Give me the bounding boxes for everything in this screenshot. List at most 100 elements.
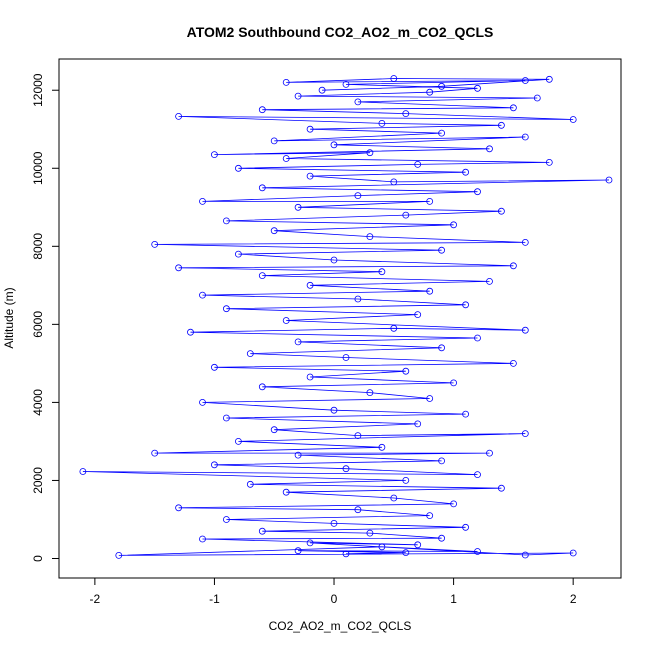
data-point [354, 98, 362, 106]
data-point [545, 158, 553, 166]
data-point [222, 516, 230, 523]
data-point [366, 149, 374, 157]
data-point [521, 326, 529, 334]
data-point [510, 262, 517, 270]
data-point [270, 137, 278, 145]
data-point [151, 240, 159, 248]
data-point [366, 389, 374, 397]
data-point [330, 520, 338, 527]
data-point [414, 160, 422, 168]
data-point [342, 354, 350, 361]
data-point [175, 264, 183, 272]
x-tick-label: 1 [450, 592, 457, 606]
data-point [306, 373, 314, 381]
data-point [199, 398, 206, 406]
data-point [222, 217, 230, 225]
data-point [294, 338, 302, 346]
data-point [605, 176, 613, 184]
data-point [378, 443, 386, 451]
data-point [151, 449, 159, 457]
data-point [306, 172, 314, 180]
y-tick-label: 12000 [31, 73, 45, 107]
data-point [426, 88, 434, 96]
data-point [450, 500, 458, 508]
data-point [402, 476, 410, 484]
data-point [402, 549, 410, 556]
data-point [234, 437, 242, 445]
x-tick-label: 0 [331, 592, 338, 606]
y-tick-label: 6000 [31, 311, 45, 338]
data-point [318, 86, 326, 94]
y-tick-label: 0 [31, 555, 45, 562]
data-point [390, 494, 398, 502]
data-point [234, 164, 242, 172]
x-tick-label: 2 [570, 592, 577, 606]
data-point [79, 468, 87, 475]
data-point [486, 277, 493, 285]
y-axis-title: Altitude (m) [2, 287, 16, 348]
data-point [210, 363, 218, 371]
data-point [390, 75, 398, 82]
data-point [306, 281, 314, 289]
data-point [497, 207, 505, 215]
data-point [258, 106, 266, 114]
series-line [82, 78, 610, 556]
data-point [486, 145, 493, 153]
data-point [474, 334, 481, 342]
data-point [210, 151, 218, 159]
data-point [402, 211, 410, 219]
data-point [462, 301, 470, 309]
data-point [402, 110, 410, 117]
data-point [330, 141, 338, 149]
data-point [294, 203, 302, 211]
data-point [462, 523, 470, 531]
data-point [270, 426, 278, 434]
data-point [258, 383, 266, 391]
data-point [474, 84, 481, 92]
data-point [450, 379, 458, 387]
data-point [175, 113, 183, 120]
data-point [258, 184, 266, 192]
y-tick-label: 2000 [31, 467, 45, 494]
data-point [199, 291, 206, 299]
data-point [414, 541, 422, 549]
data-point [426, 512, 434, 519]
data-point [306, 125, 314, 133]
data-point [378, 120, 386, 127]
data-point [438, 344, 446, 352]
data-point [199, 535, 206, 543]
data-point [402, 367, 410, 375]
data-point [354, 192, 362, 200]
data-point [354, 506, 362, 514]
data-layer [79, 75, 613, 559]
data-point [175, 504, 183, 512]
data-point [521, 77, 529, 84]
data-point [510, 104, 517, 112]
data-point [199, 197, 206, 205]
x-tick-label: -1 [209, 592, 220, 606]
data-point [390, 324, 398, 332]
y-axis: 0 2000 4000 6000 8000 10000 12000 [31, 73, 60, 562]
data-point [282, 79, 290, 86]
data-point [282, 488, 290, 496]
data-point [438, 129, 446, 137]
data-point [521, 551, 529, 559]
data-point [486, 449, 493, 457]
data-point [210, 461, 218, 469]
data-point [234, 250, 242, 258]
y-tick-label: 10000 [31, 151, 45, 185]
data-point [378, 268, 386, 276]
x-tick-label: -2 [90, 592, 101, 606]
data-point [521, 238, 529, 246]
data-point [294, 92, 302, 100]
data-point [246, 480, 254, 488]
data-point [330, 406, 338, 414]
x-axis-title: CO2_AO2_m_CO2_QCLS [269, 619, 412, 633]
data-point [390, 178, 398, 186]
data-point [414, 420, 422, 428]
data-point [282, 317, 290, 324]
data-point [354, 432, 362, 440]
data-point [342, 550, 350, 558]
data-point [378, 543, 386, 551]
